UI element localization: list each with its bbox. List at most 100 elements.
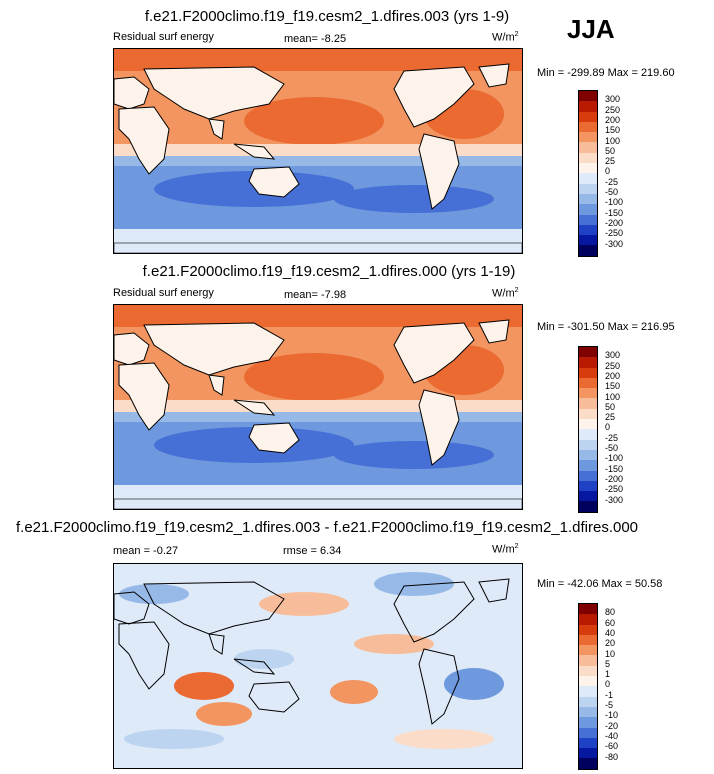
panel-3-colorbar-segment <box>579 614 597 625</box>
panel-1-north-america <box>393 66 475 128</box>
panel-2-units: W/m2 <box>492 287 519 300</box>
panel-2-colorbar-tick-label: -300 <box>605 494 624 505</box>
panel-1-colorbar-segment <box>579 193 597 205</box>
panel-2-minmax: Min = -301.50 Max = 216.95 <box>537 321 675 333</box>
panel-2-colorbar-tick-label: -200 <box>605 473 624 484</box>
panel-3-north-america <box>393 581 475 643</box>
panel-3-colorbar-segment <box>579 634 597 646</box>
panel-2-colorbar-tick-label: -100 <box>605 453 624 464</box>
panel-2-colorbar-box <box>578 346 598 513</box>
panel-3-colorbar-tick-label: 20 <box>605 638 616 649</box>
panel-3-eurasia <box>143 581 285 635</box>
panel-1-map <box>113 48 523 254</box>
panel-3-africa-europe-west <box>114 591 150 625</box>
panel-1-colorbar-tick-label: -250 <box>605 228 624 239</box>
panel-2-colorbar-tick-label: 25 <box>605 412 616 423</box>
panel-1-colorbar-tick-label: 25 <box>605 156 616 167</box>
panel-1-colorbar-tick-label: 250 <box>605 104 621 115</box>
panel-3-minmax: Min = -42.06 Max = 50.58 <box>537 578 663 590</box>
panel-3-colorbar-segment <box>579 748 597 759</box>
panel-1-mean-label: mean= -8.25 <box>284 33 347 45</box>
panel-3-colorbar-tick-label: 80 <box>605 607 616 618</box>
panel-1-colorbar-tick-label: 0 <box>605 166 611 177</box>
panel-2-colorbar-segment <box>579 347 597 358</box>
panel-2-colorbar-segment <box>579 377 597 389</box>
panel-3-colorbar-tick-label: 40 <box>605 627 616 638</box>
panel-1-africa-europe-west <box>114 76 150 110</box>
panel-2-colorbar-segment <box>579 470 597 481</box>
panel-1-colorbar-box <box>578 90 598 257</box>
panel-3-colorbar-segment <box>579 604 597 615</box>
panel-2-colorbar-segment <box>579 398 597 409</box>
panel-2-africa <box>118 362 170 431</box>
panel-2-south-america <box>418 389 460 466</box>
panel-1-colorbar-segment <box>579 204 597 215</box>
panel-1-south-america <box>418 133 460 210</box>
panel-3-rmse-label: rmse = 6.34 <box>283 545 342 557</box>
panel-2-colorbar-segment <box>579 501 597 512</box>
panel-2-colorbar-segment <box>579 449 597 461</box>
panel-1-colorbar-tick-label: -300 <box>605 238 624 249</box>
panel-2-colorbar-tick-label: 150 <box>605 381 621 392</box>
panel-3-colorbar-segment <box>579 737 597 749</box>
panel-1-eurasia <box>143 66 285 120</box>
panel-2-india <box>208 374 225 396</box>
panel-3-maritime-continent <box>233 658 276 675</box>
panel-1-colorbar-tick-label: 50 <box>605 145 616 156</box>
panel-1-antarctica <box>114 242 522 253</box>
panel-3-colorbar-tick-label: -5 <box>605 700 614 710</box>
panel-3-south-america <box>418 648 460 725</box>
panel-1-tropics-band <box>114 144 522 156</box>
panel-2-arctic-band <box>114 305 522 327</box>
panel-3-colorbar-segment <box>579 686 597 697</box>
panel-2-colorbar-tick-label: -150 <box>605 463 624 474</box>
panel-3-colorbar-segment <box>579 696 597 707</box>
panel-2-colorbar-segment <box>579 480 597 492</box>
panel-1-colorbar-segment <box>579 173 597 184</box>
panel-3-coastlines <box>114 578 510 725</box>
panel-3-pos-anomaly-3 <box>196 702 252 726</box>
panel-1-colorbar-tick-label: 200 <box>605 114 621 125</box>
panel-3-pos-anomaly-2 <box>330 680 378 704</box>
panel-2-north-america <box>393 322 475 384</box>
panel-2-greenland <box>478 319 510 344</box>
panel-1-variable-label: Residual surf energy <box>113 31 214 43</box>
panel-2-indian-ocean-min <box>154 427 354 463</box>
season-label: JJA <box>567 14 615 44</box>
panel-1-colorbar-tick-label: 300 <box>605 94 621 105</box>
panel-1-units-sup: 2 <box>514 31 519 38</box>
panel-3-colorbar-box <box>578 603 598 770</box>
panel-3-colorbar-segment <box>579 665 597 677</box>
panel-3-map-svg <box>114 564 522 768</box>
panel-2-colorbar-tick-label: -250 <box>605 484 624 495</box>
panel-3-pos-anomaly-4 <box>259 592 349 616</box>
panel-1-india <box>208 118 225 140</box>
panel-1-colorbar-tick-label: 150 <box>605 125 621 136</box>
panel-2-colorbar-tick-label: 0 <box>605 422 611 433</box>
panel-1-colorbar-segment <box>579 152 597 164</box>
panel-1-greenland <box>478 63 510 88</box>
panel-3-colorbar-segment <box>579 727 597 738</box>
panel-3-pos-anomaly-6 <box>394 729 494 749</box>
panel-2-eurasia <box>143 322 285 376</box>
panel-3-colorbar-tick-label: 60 <box>605 617 616 628</box>
panel-1-colorbar-segment <box>579 101 597 112</box>
panel-1-continents <box>114 63 510 210</box>
panel-1-colorbar-segment <box>579 132 597 143</box>
panel-3-colorbar-segment <box>579 624 597 635</box>
panel-1-colorbar-tick-label: -200 <box>605 217 624 228</box>
panel-3-neg-anomaly-1 <box>119 584 189 604</box>
panel-3-map <box>113 563 523 769</box>
panel-3-neg-anomaly-2 <box>374 572 454 596</box>
panel-3-pos-anomaly-1 <box>174 672 234 700</box>
panel-3-units-text: W/m <box>492 543 515 556</box>
panel-1-colorbar-segment <box>579 224 597 236</box>
panel-3-colorbar-segment <box>579 655 597 666</box>
panel-3-mean-label: mean = -0.27 <box>113 545 179 557</box>
panel-3-anomalies <box>119 572 504 749</box>
panel-2-colorbar-segment <box>579 357 597 368</box>
panel-3-colorbar-segment <box>579 717 597 728</box>
panel-3-colorbar-segment <box>579 645 597 656</box>
panel-3-units-sup: 2 <box>514 543 519 550</box>
panel-3-australia <box>248 681 300 713</box>
